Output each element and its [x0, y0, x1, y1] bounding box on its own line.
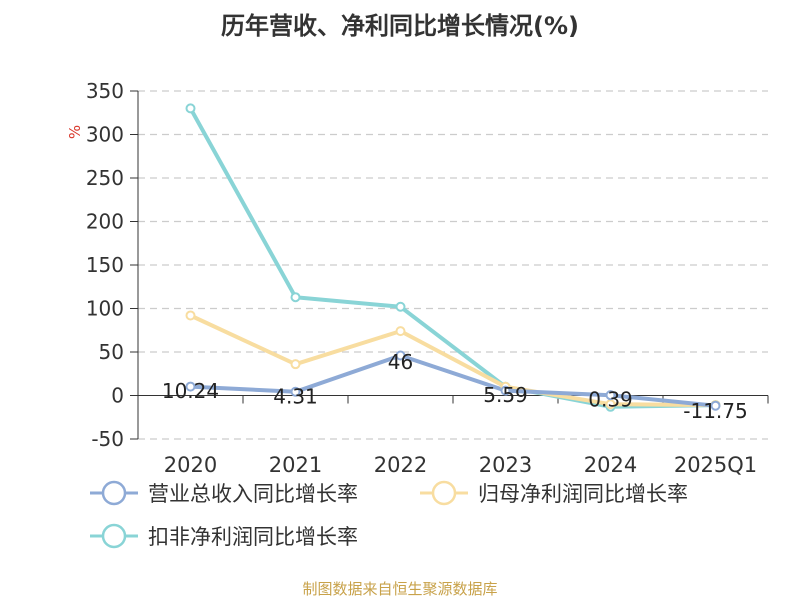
y-axis-unit: %	[66, 125, 84, 139]
data-point	[605, 390, 616, 401]
data-points	[185, 103, 721, 412]
data-point	[395, 326, 406, 337]
series-line-1	[189, 313, 716, 408]
y-tick-label: 300	[86, 123, 124, 147]
y-tick-label: 150	[86, 253, 124, 277]
x-tick-label: 2021	[269, 453, 322, 477]
y-tick-label: 50	[99, 340, 124, 364]
grid-lines	[138, 90, 768, 440]
legend-item: 归母净利润同比增长率	[420, 480, 688, 506]
legend-label: 扣非净利润同比增长率	[148, 525, 358, 549]
y-tick-label: 350	[86, 79, 124, 103]
legend-label: 营业总收入同比增长率	[148, 482, 358, 506]
x-tick-label: 2023	[479, 453, 532, 477]
data-point	[500, 385, 511, 396]
chart-title: 历年营收、净利同比增长情况(%)	[221, 12, 579, 40]
legend-marker-icon	[101, 480, 127, 506]
data-label: 0.39	[588, 388, 633, 412]
data-point	[290, 359, 301, 370]
data-point	[185, 381, 196, 392]
data-labels: 10.24 4.31 46 5.59 0.39 -11.75	[162, 350, 748, 423]
y-tick-label: -50	[91, 427, 124, 451]
data-label: 5.59	[483, 383, 528, 407]
axes: 350 300 250 200 150 100 50 0 -50% 2020 2021 2022 202…	[66, 79, 769, 477]
data-point	[605, 399, 616, 410]
legend-marker-icon	[101, 523, 127, 549]
y-tick-label: 0	[111, 384, 124, 408]
x-tick-label: 2024	[584, 453, 637, 477]
legend-item: 营业总收入同比增长率	[90, 480, 358, 506]
data-point	[185, 103, 196, 114]
series-lines	[188, 107, 716, 409]
data-point	[710, 400, 721, 411]
data-point	[290, 386, 301, 397]
series-line-0	[190, 353, 716, 408]
x-tick-label: 2020	[164, 453, 217, 477]
y-tick-label: 250	[86, 166, 124, 190]
data-label: 10.24	[162, 379, 219, 403]
series-line-2	[188, 107, 716, 409]
data-point	[395, 350, 406, 361]
data-label: 46	[388, 350, 413, 374]
y-tick-label: 200	[86, 210, 124, 234]
data-point	[185, 310, 196, 321]
data-point	[395, 301, 406, 312]
x-tick-label: 2022	[374, 453, 427, 477]
legend-item: 扣非净利润同比增长率	[90, 523, 358, 549]
legend-label: 归母净利润同比增长率	[478, 482, 688, 506]
x-tick-label: 2025Q1	[674, 453, 757, 477]
data-label: -11.75	[683, 399, 747, 423]
y-tick-label: 100	[86, 297, 124, 321]
data-label: 4.31	[273, 384, 318, 408]
data-point	[290, 292, 301, 303]
source-note: 制图数据来自恒生聚源数据库	[302, 580, 498, 598]
legend-marker-icon	[431, 480, 457, 506]
